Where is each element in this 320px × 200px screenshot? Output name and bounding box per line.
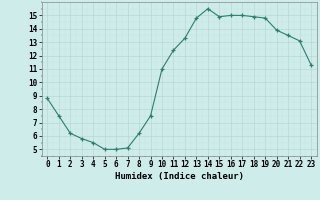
X-axis label: Humidex (Indice chaleur): Humidex (Indice chaleur) [115, 172, 244, 181]
